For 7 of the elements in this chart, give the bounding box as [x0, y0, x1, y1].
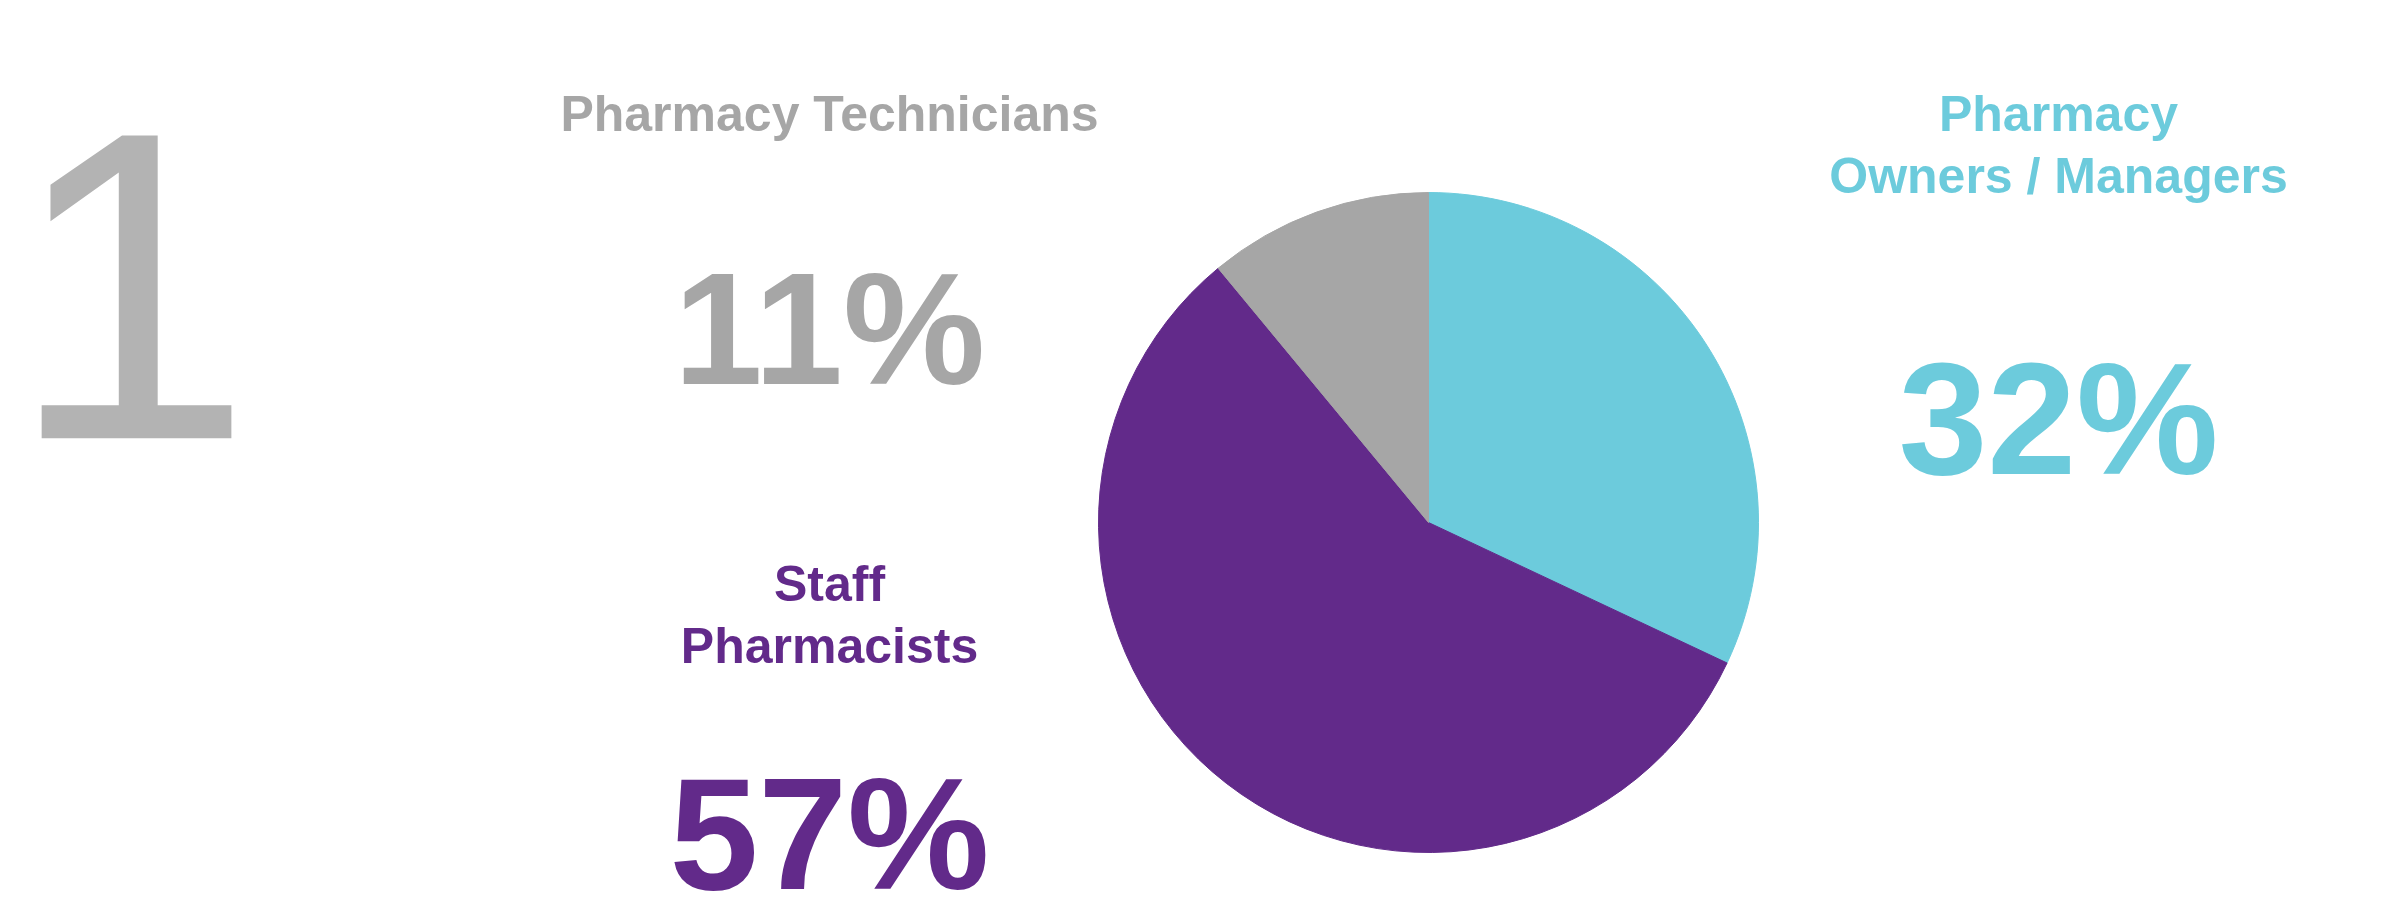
data-label: 57%	[669, 744, 990, 923]
data-label: 11%	[673, 239, 986, 418]
slice-label: Pharmacy Technicians	[560, 85, 1099, 142]
slice-label: Pharmacy Owners / Managers	[1829, 85, 2288, 204]
data-label: 32%	[1898, 329, 2219, 508]
text: 1	[8, 40, 253, 532]
slice-label: Staff Pharmacists	[680, 555, 979, 674]
